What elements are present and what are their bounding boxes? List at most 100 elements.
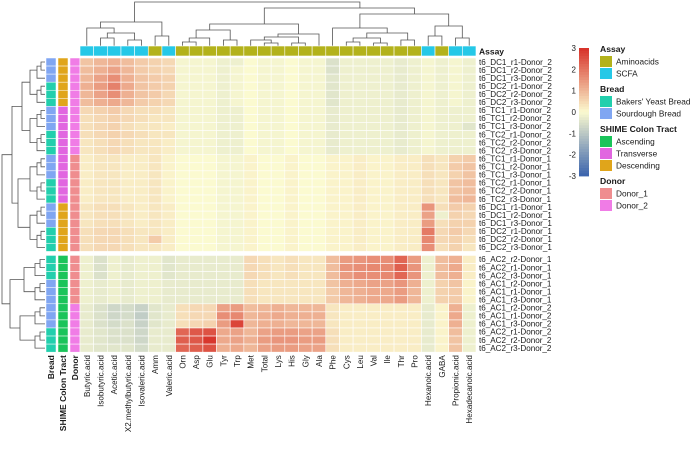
- row-annotation-cell: [45, 295, 57, 305]
- heatmap-cell: [93, 226, 108, 236]
- heatmap-cell: [107, 311, 122, 321]
- heatmap-cell: [120, 311, 135, 321]
- heatmap-cell: [93, 235, 108, 244]
- heatmap-cell: [202, 154, 217, 164]
- heatmap-cell: [79, 311, 94, 321]
- heatmap-cell: [216, 243, 231, 252]
- heatmap-cell: [311, 81, 327, 91]
- heatmap-cell: [434, 114, 449, 123]
- heatmap-cell: [257, 57, 272, 67]
- heatmap-cell: [393, 202, 409, 212]
- heatmap-cell: [175, 170, 190, 180]
- heatmap-cell: [161, 218, 176, 228]
- heatmap-cell: [175, 226, 190, 236]
- row-annotation-cell: [69, 235, 81, 244]
- heatmap-cell: [421, 210, 436, 220]
- heatmap-cell: [284, 106, 299, 115]
- heatmap-cell: [243, 243, 258, 252]
- heatmap-cell: [216, 263, 231, 272]
- row-annotation-cell: [69, 327, 81, 337]
- heatmap-cell: [188, 343, 204, 353]
- heatmap-cell: [175, 235, 190, 244]
- heatmap-cell: [434, 202, 449, 212]
- heatmap-cell: [339, 57, 354, 67]
- heatmap-cell: [202, 98, 217, 107]
- heatmap-cell: [270, 73, 286, 83]
- heatmap-cell: [462, 287, 477, 297]
- heatmap-cell: [229, 218, 245, 228]
- heatmap-cell: [134, 162, 149, 172]
- heatmap-cell: [270, 218, 286, 228]
- heatmap-cell: [421, 279, 436, 288]
- heatmap-cell: [298, 279, 313, 288]
- heatmap-cell: [93, 186, 108, 196]
- heatmap-cell: [366, 65, 381, 75]
- heatmap-cell: [393, 271, 409, 280]
- heatmap-cell: [243, 255, 258, 264]
- heatmap-cell: [120, 178, 135, 188]
- heatmap-cell: [79, 343, 94, 353]
- row-annotation-cell: [69, 218, 81, 228]
- heatmap-cell: [257, 89, 272, 99]
- heatmap-cell: [147, 235, 163, 244]
- heatmap-cell: [134, 81, 149, 91]
- heatmap-cell: [93, 98, 108, 107]
- heatmap-cell: [434, 106, 449, 115]
- heatmap-cell: [120, 194, 135, 204]
- heatmap-cell: [407, 162, 422, 172]
- heatmap-cell: [270, 81, 286, 91]
- heatmap-cell: [107, 73, 122, 83]
- heatmap-cell: [421, 202, 436, 212]
- heatmap-cell: [134, 343, 149, 353]
- heatmap-cell: [120, 106, 135, 115]
- heatmap-cell: [352, 162, 368, 172]
- assay-cell: [147, 45, 163, 57]
- heatmap-cell: [298, 170, 313, 180]
- heatmap-cell: [407, 138, 422, 147]
- col-dendro-link: [263, 42, 279, 46]
- heatmap-cell: [393, 235, 409, 244]
- heatmap-cell: [380, 114, 395, 123]
- row-annotation-cell: [57, 162, 69, 172]
- heatmap-cell: [311, 194, 327, 204]
- heatmap-cell: [298, 226, 313, 236]
- row-annotation-cell: [45, 186, 57, 196]
- heatmap-cell: [79, 287, 94, 297]
- row-annotation-cell: [45, 122, 57, 131]
- heatmap-cell: [79, 218, 94, 228]
- heatmap-cell: [120, 65, 135, 75]
- col-dendro-link: [134, 1, 361, 22]
- heatmap-cell: [380, 279, 395, 288]
- heatmap-cell: [311, 226, 327, 236]
- heatmap-cell: [202, 255, 217, 264]
- heatmap-cell: [134, 106, 149, 115]
- heatmap-cell: [175, 146, 190, 156]
- assay-cell: [311, 45, 327, 57]
- heatmap-cell: [448, 73, 463, 83]
- heatmap-cell: [421, 146, 436, 156]
- heatmap-cell: [462, 226, 477, 236]
- heatmap-cell: [202, 279, 217, 288]
- heatmap-cell: [366, 327, 381, 337]
- heatmap-cell: [448, 178, 463, 188]
- heatmap-cell: [161, 194, 176, 204]
- heatmap-cell: [339, 343, 354, 353]
- color-scale-step: [579, 170, 589, 174]
- heatmap-cell: [393, 279, 409, 288]
- heatmap-cell: [107, 235, 122, 244]
- heatmap-cell: [284, 343, 299, 353]
- heatmap-cell: [339, 279, 354, 288]
- heatmap-cell: [79, 194, 94, 204]
- heatmap-cell: [79, 210, 94, 220]
- heatmap-cell: [257, 122, 272, 131]
- heatmap-cell: [270, 255, 286, 264]
- color-scale-step: [579, 130, 589, 134]
- row-annotation-cell: [69, 81, 81, 91]
- heatmap-cell: [352, 311, 368, 321]
- row-label: t6_DC1_r1-Donor_2: [479, 58, 552, 67]
- heatmap-cell: [366, 178, 381, 188]
- heatmap-cell: [380, 138, 395, 147]
- heatmap-cell: [79, 186, 94, 196]
- heatmap-cell: [448, 114, 463, 123]
- heatmap-cell: [339, 89, 354, 99]
